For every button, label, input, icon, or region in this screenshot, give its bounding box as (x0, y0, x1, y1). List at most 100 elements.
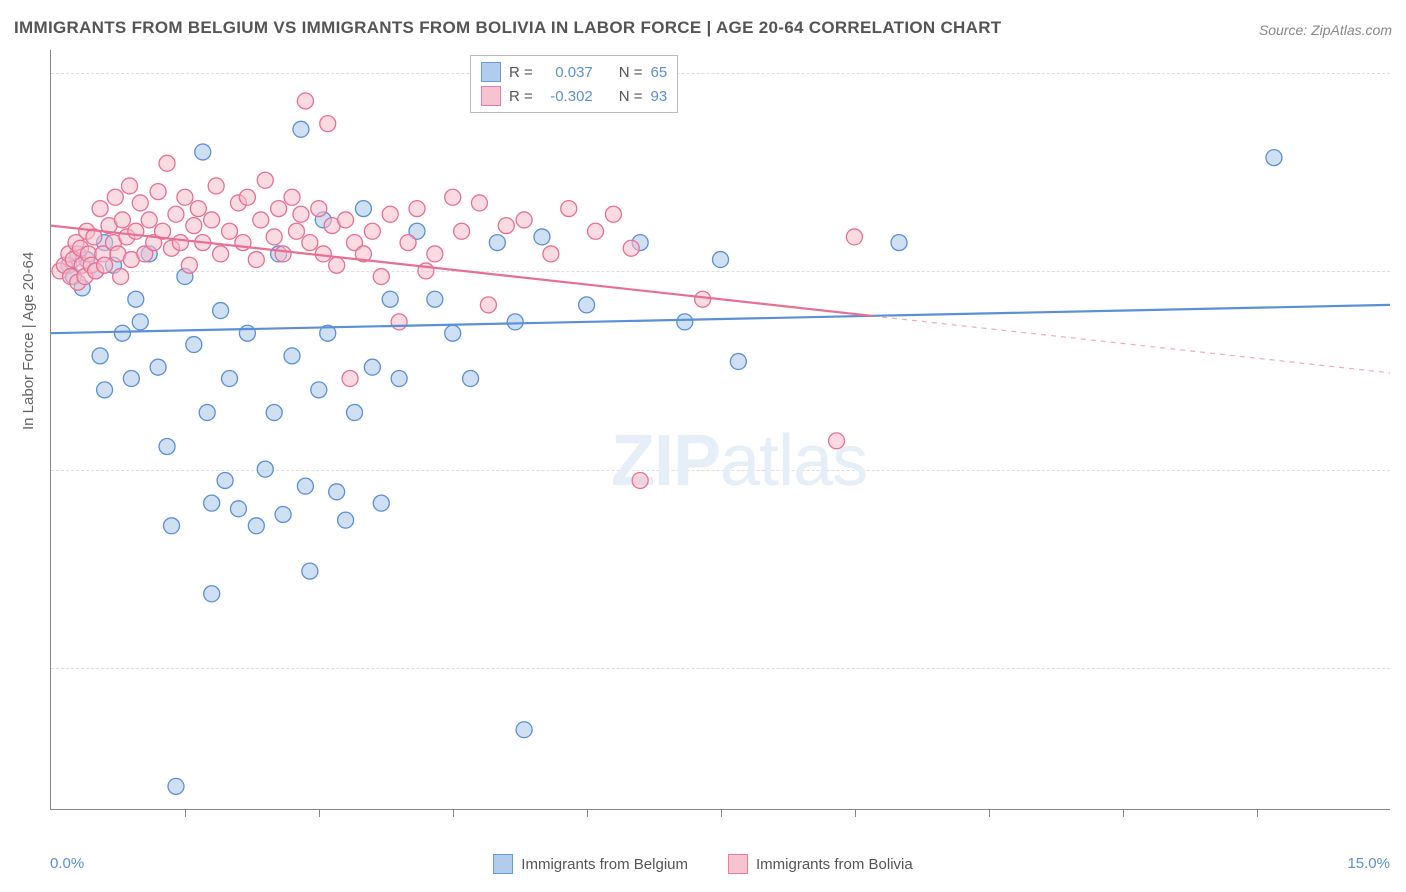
data-point-belgium (150, 359, 166, 375)
chart-title: IMMIGRANTS FROM BELGIUM VS IMMIGRANTS FR… (14, 18, 1001, 38)
data-point-bolivia (222, 223, 238, 239)
data-point-belgium (373, 495, 389, 511)
data-point-bolivia (454, 223, 470, 239)
data-point-belgium (364, 359, 380, 375)
n-value-bolivia: 93 (651, 88, 668, 105)
data-point-bolivia (271, 201, 287, 217)
data-point-belgium (204, 495, 220, 511)
data-point-bolivia (400, 235, 416, 251)
data-point-belgium (311, 382, 327, 398)
xtick (453, 809, 454, 817)
data-point-belgium (338, 512, 354, 528)
data-point-belgium (199, 405, 215, 421)
ytick-label: 47.5% (1400, 660, 1406, 677)
data-point-belgium (168, 778, 184, 794)
xtick (185, 809, 186, 817)
xtick (989, 809, 990, 817)
ytick-label: 100.0% (1400, 64, 1406, 81)
data-point-belgium (713, 252, 729, 268)
data-point-bolivia (561, 201, 577, 217)
y-axis-label: In Labor Force | Age 20-64 (20, 252, 37, 430)
n-value-belgium: 65 (651, 64, 668, 81)
data-point-bolivia (253, 212, 269, 228)
data-point-belgium (222, 371, 238, 387)
source-credit: Source: ZipAtlas.com (1259, 22, 1392, 38)
data-point-bolivia (695, 291, 711, 307)
data-point-belgium (427, 291, 443, 307)
data-point-bolivia (266, 229, 282, 245)
data-point-bolivia (113, 269, 129, 285)
data-point-bolivia (588, 223, 604, 239)
data-point-bolivia (284, 189, 300, 205)
data-point-belgium (230, 501, 246, 517)
data-point-bolivia (248, 252, 264, 268)
data-point-bolivia (150, 184, 166, 200)
data-point-bolivia (320, 116, 336, 132)
data-point-belgium (463, 371, 479, 387)
data-point-belgium (445, 325, 461, 341)
data-point-belgium (297, 478, 313, 494)
data-point-bolivia (409, 201, 425, 217)
data-point-bolivia (391, 314, 407, 330)
data-point-bolivia (159, 155, 175, 171)
data-point-bolivia (92, 201, 108, 217)
data-point-belgium (507, 314, 523, 330)
data-point-belgium (275, 506, 291, 522)
data-point-belgium (164, 518, 180, 534)
data-point-belgium (516, 722, 532, 738)
data-point-bolivia (257, 172, 273, 188)
data-point-belgium (213, 303, 229, 319)
xtick (855, 809, 856, 817)
data-point-bolivia (498, 218, 514, 234)
xtick (1257, 809, 1258, 817)
n-label-belgium: N = (619, 64, 643, 81)
legend-stats-row-belgium: R = 0.037 N = 65 (481, 60, 667, 84)
data-point-bolivia (293, 206, 309, 222)
swatch-belgium-bottom (493, 854, 513, 874)
data-point-belgium (257, 461, 273, 477)
legend-label-bolivia: Immigrants from Bolivia (756, 856, 913, 873)
data-point-belgium (97, 382, 113, 398)
data-point-belgium (891, 235, 907, 251)
xtick (587, 809, 588, 817)
data-point-bolivia (632, 472, 648, 488)
data-point-bolivia (114, 212, 130, 228)
r-label-bolivia: R = (509, 88, 533, 105)
r-value-belgium: 0.037 (541, 64, 593, 81)
data-point-belgium (677, 314, 693, 330)
data-point-bolivia (239, 189, 255, 205)
trendline-belgium (51, 305, 1390, 333)
data-point-belgium (248, 518, 264, 534)
data-point-belgium (293, 121, 309, 137)
data-point-bolivia (186, 218, 202, 234)
data-point-bolivia (605, 206, 621, 222)
data-point-belgium (579, 297, 595, 313)
data-point-bolivia (342, 371, 358, 387)
legend-stats: R = 0.037 N = 65 R = -0.302 N = 93 (470, 55, 678, 113)
data-point-belgium (391, 371, 407, 387)
data-point-bolivia (311, 201, 327, 217)
data-point-bolivia (297, 93, 313, 109)
data-point-bolivia (213, 246, 229, 262)
data-point-bolivia (846, 229, 862, 245)
data-point-bolivia (480, 297, 496, 313)
legend-series: Immigrants from Belgium Immigrants from … (0, 854, 1406, 874)
r-value-bolivia: -0.302 (541, 88, 593, 105)
data-point-bolivia (445, 189, 461, 205)
data-point-belgium (204, 586, 220, 602)
scatter-svg (51, 50, 1390, 809)
data-point-belgium (217, 472, 233, 488)
plot-area: ZIPatlas 47.5%65.0%82.5%100.0% (50, 50, 1390, 810)
xtick (721, 809, 722, 817)
trendline-dash-bolivia (872, 316, 1390, 373)
n-label-bolivia: N = (619, 88, 643, 105)
data-point-belgium (355, 201, 371, 217)
data-point-belgium (302, 563, 318, 579)
swatch-bolivia (481, 86, 501, 106)
data-point-bolivia (288, 223, 304, 239)
data-point-bolivia (208, 178, 224, 194)
data-point-bolivia (373, 269, 389, 285)
data-point-belgium (132, 314, 148, 330)
legend-item-bolivia: Immigrants from Bolivia (728, 854, 913, 874)
data-point-belgium (114, 325, 130, 341)
